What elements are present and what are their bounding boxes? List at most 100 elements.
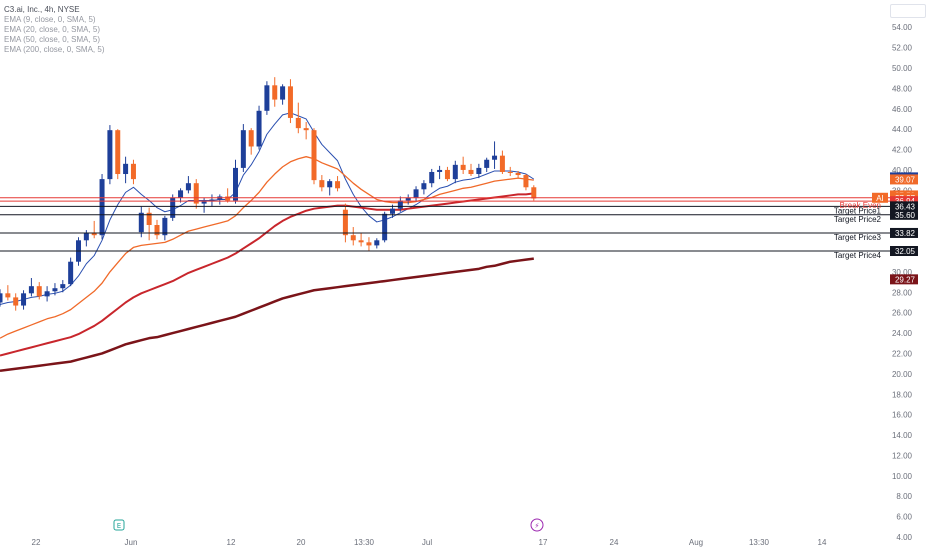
candle-body: [295, 117, 301, 129]
legend-ema20[interactable]: EMA (20, close, 0, SMA, 5): [4, 25, 101, 34]
ema-line-0: [0, 112, 535, 306]
y-tick-label: 16.00: [892, 411, 913, 420]
price-tags: 39.2739.0737.5037.27AI36.9436.4335.6033.…: [872, 172, 918, 285]
price-axis[interactable]: 54.00 52.00 50.00 48.00 46.00 44.00 42.00 40.00…: [892, 23, 913, 542]
y-tick-label: 8.00: [896, 492, 912, 501]
candle: [358, 233, 364, 247]
event-badge: [530, 518, 544, 532]
candle-body: [421, 183, 427, 190]
candle: [468, 163, 474, 177]
candle-body: [437, 169, 443, 172]
price-tag-bg: [890, 274, 918, 285]
candle-body: [13, 297, 19, 306]
event-glyph: E: [117, 522, 121, 530]
y-tick-label: 22.00: [892, 349, 913, 358]
candle: [178, 188, 184, 203]
settings-box[interactable]: [890, 4, 926, 18]
candle-body: [413, 189, 419, 198]
candle-body: [52, 288, 58, 292]
y-tick-label: 10.00: [892, 472, 913, 481]
candle-body: [476, 167, 482, 175]
level-label: Break Even: [840, 201, 881, 210]
candle: [452, 160, 458, 184]
candle-body: [178, 190, 184, 198]
price-tag-text: 36.43: [895, 202, 916, 211]
candle: [21, 290, 27, 310]
ema-line-3: [0, 257, 534, 373]
candle: [476, 163, 482, 179]
candle-body: [405, 197, 411, 201]
candle-body: [272, 85, 278, 100]
symbol-tag-text: AI: [876, 194, 884, 203]
candle: [444, 166, 450, 182]
candle-body: [452, 164, 458, 180]
price-tag-text: 32.05: [895, 247, 916, 256]
candle-body: [209, 199, 215, 202]
candle-body: [115, 130, 121, 175]
y-tick-label: 54.00: [892, 23, 913, 32]
level-label: Target Price2: [834, 215, 882, 224]
y-tick-label: 52.00: [892, 44, 913, 53]
candle: [413, 186, 419, 202]
price-tag: 35.60: [890, 209, 918, 220]
level-label: Target Price4: [834, 251, 882, 260]
candle-body: [397, 200, 403, 209]
legend-ema50[interactable]: EMA (50, close, 0, SMA, 5): [4, 35, 101, 44]
candle: [256, 105, 262, 150]
x-tick-label: 14: [818, 538, 827, 547]
candle: [76, 237, 81, 266]
x-tick-label: 13:30: [749, 538, 770, 547]
legend-ema9[interactable]: EMA (9, close, 0, SMA, 5): [4, 15, 96, 24]
candle: [287, 79, 293, 124]
candle-body: [499, 155, 505, 172]
candle-body: [319, 180, 325, 188]
price-tag: 36.43: [890, 201, 918, 212]
candle-body: [382, 213, 388, 241]
price-tag-bg: [890, 246, 918, 256]
level-label: Target Price1: [834, 206, 882, 215]
candle-body: [468, 169, 474, 175]
candle: [201, 197, 207, 213]
candle-body: [130, 163, 136, 180]
candle-body: [107, 130, 113, 180]
candle: [209, 194, 215, 207]
candle-body: [311, 130, 317, 181]
candle-body: [531, 187, 537, 199]
y-tick-label: 4.00: [896, 533, 912, 542]
candle-body: [185, 183, 191, 191]
candle-body: [123, 163, 129, 175]
price-tag-bg: [890, 174, 918, 185]
candle: [311, 128, 317, 185]
candle: [342, 203, 348, 243]
candle-body: [240, 130, 246, 168]
y-tick-label: 40.00: [892, 166, 913, 175]
candle: [138, 206, 144, 238]
candle-body: [256, 110, 262, 147]
x-tick-label: Jul: [422, 538, 432, 547]
legend-ema200[interactable]: EMA (200, close, 0, SMA, 5): [4, 45, 105, 54]
candle-body: [154, 225, 160, 236]
candle: [0, 289, 3, 307]
symbol-title[interactable]: C3.ai, Inc., 4h, NYSE: [4, 5, 80, 14]
candle-body: [515, 173, 521, 176]
price-tag: 33.82: [890, 227, 918, 238]
candle-body: [303, 128, 309, 131]
candle-body: [60, 284, 66, 289]
symbol-tag-bg: [872, 192, 888, 203]
candle: [185, 176, 191, 194]
candle-body: [342, 209, 348, 236]
time-axis[interactable]: 22 Jun 12 20 13:30 Jul 17 24 Aug 13:30 14: [32, 538, 827, 547]
candle: [382, 211, 388, 243]
candle: [397, 196, 403, 212]
candle: [28, 278, 34, 297]
candle: [366, 237, 372, 252]
candle: [146, 207, 152, 241]
candle: [437, 165, 443, 180]
candle-body: [36, 286, 42, 297]
y-tick-label: 50.00: [892, 64, 913, 73]
candle: [295, 102, 301, 134]
candle: [115, 129, 121, 180]
candle: [507, 166, 513, 177]
